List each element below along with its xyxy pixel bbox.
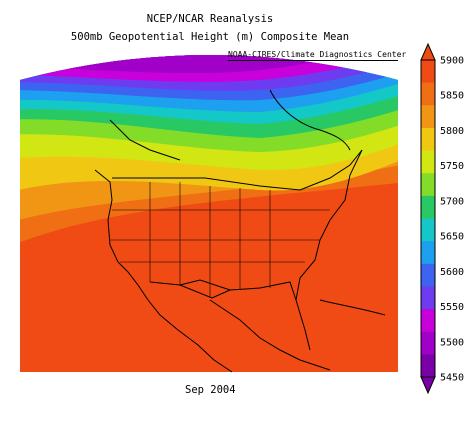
colorbar-swatch xyxy=(421,150,435,174)
colorbar-tick-label: 5800 xyxy=(440,126,464,137)
state-borders xyxy=(110,182,330,298)
map-boundaries xyxy=(94,89,386,373)
colorbar-swatch xyxy=(421,173,435,197)
colorbar-swatch xyxy=(421,82,435,106)
colorbar-swatch xyxy=(421,286,435,310)
mexico-coastline xyxy=(209,299,331,371)
hudson-bay xyxy=(269,89,351,151)
us-canada-border xyxy=(112,149,363,191)
chart-subtitle: 500mb Geopotential Height (m) Composite … xyxy=(70,31,350,43)
colorbar-swatch xyxy=(421,263,435,287)
colorbar-swatch xyxy=(421,127,435,152)
colorbar-frame xyxy=(420,59,436,378)
colorbar-tick-label: 5450 xyxy=(440,373,464,384)
florida-coast xyxy=(295,299,311,351)
caribbean-islands xyxy=(319,299,386,316)
date-label: Sep 2004 xyxy=(185,384,236,396)
colorbar-tick-label: 5550 xyxy=(440,302,464,313)
colorbar-swatch xyxy=(421,60,435,84)
atlantic-coastline xyxy=(295,149,363,301)
colorbar-tick-label: 5750 xyxy=(440,161,464,172)
colorbar-bottom-arrow xyxy=(420,376,436,395)
colorbar-swatch xyxy=(421,331,435,355)
canada-interior xyxy=(109,119,181,161)
credit-underline xyxy=(228,60,398,61)
colorbar-tick-label: 5500 xyxy=(440,337,464,348)
gulf-coastline xyxy=(179,279,297,301)
chart-title: NCEP/NCAR Reanalysis xyxy=(146,13,274,25)
colorbar-swatch xyxy=(421,241,435,265)
colorbar-tick-label: 5650 xyxy=(440,232,464,243)
colorbar-swatch xyxy=(421,354,435,378)
pacific-coastline xyxy=(94,169,233,373)
colorbar-top-arrow xyxy=(420,42,436,61)
colorbar-tick-label: 5850 xyxy=(440,91,464,102)
colorbar-swatch xyxy=(421,309,435,333)
data-credit: NOAA-CIRES/Climate Diagnostics Center xyxy=(228,50,407,59)
colorbar-tick-label: 5600 xyxy=(440,267,464,278)
colorbar-tick-label: 5900 xyxy=(440,56,464,67)
us-mexico-border xyxy=(149,281,231,299)
colorbar-swatch xyxy=(421,105,435,129)
colorbar-swatch xyxy=(421,195,435,219)
colorbar-tick-label: 5700 xyxy=(440,196,464,207)
colorbar-swatch xyxy=(421,218,435,242)
